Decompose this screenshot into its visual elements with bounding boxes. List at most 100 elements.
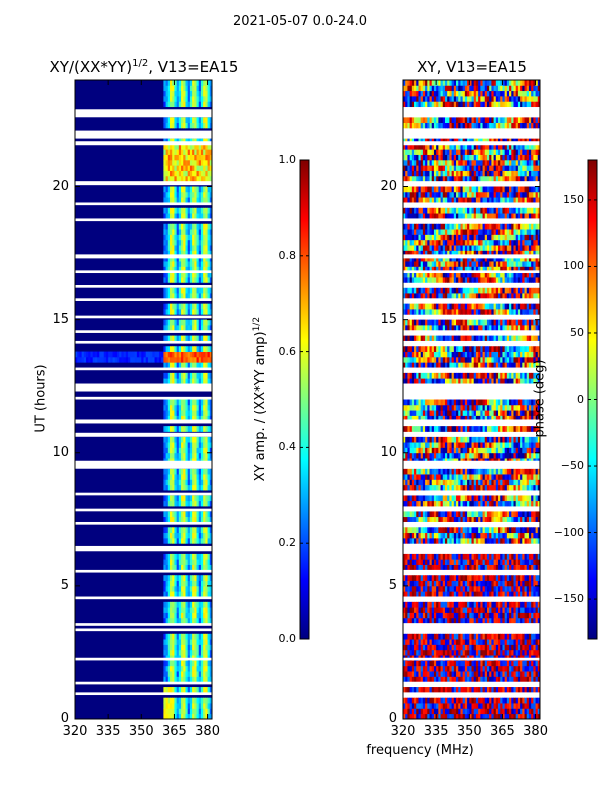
- heatmap-cell: [469, 575, 472, 581]
- heatmap-cell: [456, 580, 459, 587]
- heatmap-cell: [207, 277, 211, 283]
- heatmap-cell: [511, 468, 514, 475]
- heatmap-cell: [165, 442, 169, 448]
- heatmap-cell: [429, 474, 433, 480]
- heatmap-cell: [438, 468, 441, 475]
- heatmap-cell: [414, 447, 417, 454]
- heatmap-cell: [205, 335, 208, 342]
- heatmap-cell: [198, 436, 202, 443]
- heatmap-cell: [520, 665, 523, 672]
- heatmap-cell: [489, 585, 492, 592]
- heatmap-cell: [498, 404, 501, 411]
- heatmap-cell: [174, 468, 178, 475]
- heatmap-cell: [205, 101, 208, 108]
- heatmap-cell: [181, 404, 184, 411]
- heatmap-cell: [203, 175, 206, 182]
- heatmap-cell: [475, 676, 479, 683]
- heatmap-cell: [469, 671, 472, 677]
- heatmap-cell: [491, 607, 494, 613]
- heatmap-cell: [433, 410, 437, 416]
- heatmap-cell: [484, 426, 488, 432]
- heatmap-cell: [453, 436, 457, 443]
- heatmap-cell: [418, 447, 422, 454]
- heatmap-cell: [174, 90, 178, 97]
- heatmap-cell: [531, 607, 534, 613]
- heatmap-cell: [403, 697, 406, 704]
- heatmap-cell: [427, 532, 430, 539]
- heatmap-cell: [517, 479, 521, 486]
- heatmap-cell: [132, 356, 136, 363]
- heatmap-cell: [405, 687, 408, 693]
- heatmap-cell: [209, 404, 213, 411]
- heatmap-cell: [471, 500, 475, 507]
- heatmap-cell: [467, 484, 470, 491]
- heatmap-cell: [174, 101, 178, 108]
- heatmap-cell: [189, 234, 193, 241]
- heatmap-cell: [489, 617, 492, 624]
- heatmap-cell: [425, 601, 428, 608]
- heatmap-cell: [533, 665, 536, 672]
- heatmap-cell: [187, 516, 191, 523]
- heatmap-cell: [416, 537, 419, 544]
- heatmap-cell: [484, 553, 488, 560]
- heatmap-cell: [513, 415, 517, 422]
- heatmap-cell: [205, 90, 208, 97]
- heatmap-cell: [522, 404, 525, 411]
- plot-frame: [74, 79, 213, 720]
- heatmap-cell: [183, 708, 186, 715]
- heatmap-cell: [405, 426, 408, 432]
- heatmap-cell: [427, 511, 430, 518]
- heatmap-cell: [200, 468, 204, 475]
- heatmap-cell: [537, 516, 541, 523]
- heatmap-cell: [163, 612, 166, 619]
- heatmap-cell: [163, 404, 166, 411]
- heatmap-cell: [185, 612, 189, 619]
- heatmap-cell: [520, 527, 523, 534]
- heatmap-cell: [493, 665, 497, 672]
- heatmap-cell: [189, 665, 193, 672]
- heatmap-cell: [194, 617, 197, 624]
- heatmap-cell: [469, 532, 472, 539]
- heatmap-cell: [515, 612, 519, 619]
- heatmap-cell: [203, 319, 206, 326]
- heatmap-cell: [403, 553, 406, 560]
- heatmap-cell: [192, 601, 195, 608]
- heatmap-cell: [185, 607, 189, 613]
- heatmap-cell: [411, 452, 415, 459]
- heatmap-cell: [403, 676, 406, 683]
- heatmap-cell: [469, 527, 472, 534]
- heatmap-cell: [431, 585, 435, 592]
- heatmap-cell: [183, 170, 186, 177]
- heatmap-cell: [183, 90, 186, 97]
- heatmap-cell: [449, 601, 453, 608]
- heatmap-cell: [178, 671, 182, 677]
- heatmap-cell: [473, 516, 477, 523]
- heatmap-cell: [194, 266, 197, 273]
- heatmap-cell: [462, 436, 466, 443]
- heatmap-cell: [172, 495, 175, 502]
- heatmap-cell: [405, 612, 408, 619]
- heatmap-cell: [531, 468, 534, 475]
- heatmap-cell: [469, 404, 472, 411]
- heatmap-cell: [495, 575, 499, 581]
- heatmap-cell: [163, 591, 166, 597]
- heatmap-cell: [451, 415, 455, 422]
- heatmap-cell: [528, 553, 532, 560]
- heatmap-cell: [194, 250, 197, 257]
- heatmap-cell: [498, 612, 501, 619]
- heatmap-cell: [528, 708, 532, 715]
- heatmap-cell: [480, 532, 483, 539]
- heatmap-cell: [537, 617, 541, 624]
- heatmap-cell: [167, 356, 171, 363]
- heatmap-cell: [203, 633, 206, 640]
- heatmap-cell: [194, 644, 197, 651]
- heatmap-cell: [189, 564, 193, 571]
- heatmap-cell: [528, 639, 532, 645]
- heatmap-cell: [537, 708, 541, 715]
- heatmap-cell: [462, 559, 466, 565]
- heatmap-cell: [436, 532, 439, 539]
- heatmap-cell: [480, 697, 483, 704]
- heatmap-cell: [163, 186, 166, 193]
- heatmap-cell: [172, 335, 175, 342]
- heatmap-cell: [480, 559, 483, 565]
